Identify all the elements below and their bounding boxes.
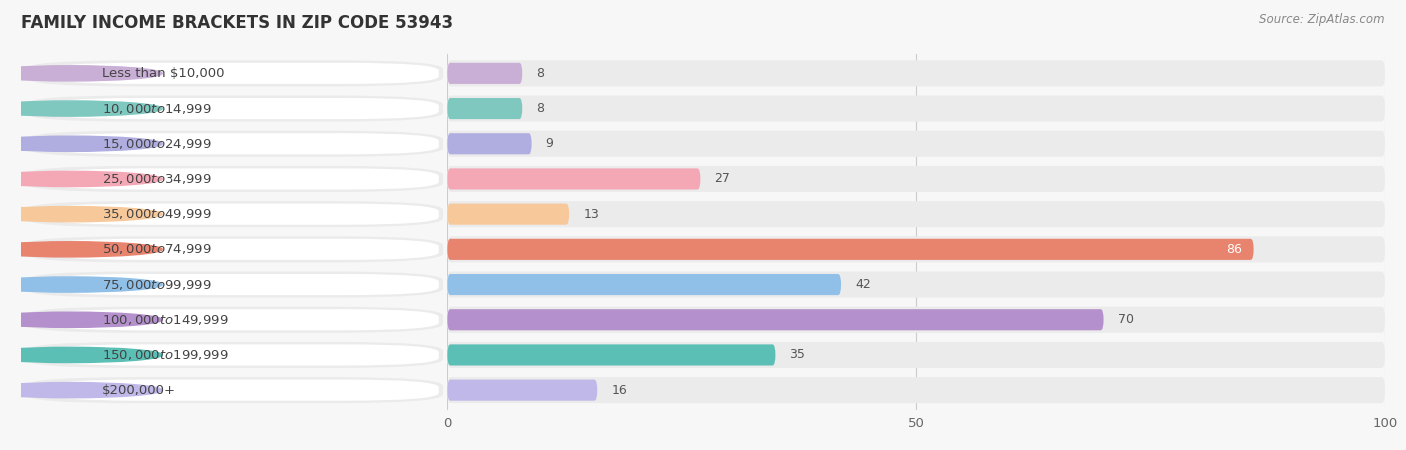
Text: $35,000 to $49,999: $35,000 to $49,999 (103, 207, 212, 221)
FancyBboxPatch shape (447, 201, 1385, 227)
FancyBboxPatch shape (46, 203, 439, 225)
Text: 35: 35 (790, 348, 806, 361)
FancyBboxPatch shape (25, 307, 443, 333)
Text: FAMILY INCOME BRACKETS IN ZIP CODE 53943: FAMILY INCOME BRACKETS IN ZIP CODE 53943 (21, 14, 453, 32)
FancyBboxPatch shape (46, 98, 439, 119)
Text: Source: ZipAtlas.com: Source: ZipAtlas.com (1260, 14, 1385, 27)
Circle shape (0, 277, 162, 292)
Circle shape (0, 101, 162, 116)
Text: $15,000 to $24,999: $15,000 to $24,999 (103, 137, 212, 151)
FancyBboxPatch shape (25, 342, 443, 368)
Text: $50,000 to $74,999: $50,000 to $74,999 (103, 243, 212, 256)
FancyBboxPatch shape (25, 271, 443, 297)
FancyBboxPatch shape (447, 133, 531, 154)
FancyBboxPatch shape (46, 168, 439, 189)
Text: $200,000+: $200,000+ (103, 384, 176, 396)
FancyBboxPatch shape (25, 95, 443, 122)
FancyBboxPatch shape (447, 98, 522, 119)
FancyBboxPatch shape (447, 63, 522, 84)
FancyBboxPatch shape (46, 133, 439, 154)
Text: 9: 9 (546, 137, 554, 150)
Text: $100,000 to $149,999: $100,000 to $149,999 (103, 313, 229, 327)
Text: 13: 13 (583, 207, 599, 220)
FancyBboxPatch shape (447, 95, 1385, 122)
FancyBboxPatch shape (447, 60, 1385, 86)
Text: 16: 16 (612, 384, 627, 396)
FancyBboxPatch shape (25, 131, 443, 157)
Text: $25,000 to $34,999: $25,000 to $34,999 (103, 172, 212, 186)
Circle shape (0, 207, 162, 222)
FancyBboxPatch shape (25, 201, 443, 227)
Circle shape (0, 347, 162, 363)
FancyBboxPatch shape (447, 274, 841, 295)
FancyBboxPatch shape (447, 166, 1385, 192)
Text: 70: 70 (1118, 313, 1133, 326)
Circle shape (0, 312, 162, 327)
FancyBboxPatch shape (46, 344, 439, 365)
Text: 8: 8 (536, 67, 544, 80)
Circle shape (0, 66, 162, 81)
FancyBboxPatch shape (447, 271, 1385, 297)
FancyBboxPatch shape (46, 380, 439, 400)
Text: Less than $10,000: Less than $10,000 (103, 67, 225, 80)
Circle shape (0, 382, 162, 398)
FancyBboxPatch shape (25, 166, 443, 192)
FancyBboxPatch shape (447, 168, 700, 189)
FancyBboxPatch shape (447, 307, 1385, 333)
FancyBboxPatch shape (447, 239, 1254, 260)
FancyBboxPatch shape (447, 309, 1104, 330)
FancyBboxPatch shape (447, 377, 1385, 403)
Text: 42: 42 (855, 278, 870, 291)
Circle shape (0, 242, 162, 257)
FancyBboxPatch shape (447, 380, 598, 400)
Text: 86: 86 (1226, 243, 1243, 256)
FancyBboxPatch shape (447, 203, 569, 225)
FancyBboxPatch shape (447, 236, 1385, 262)
FancyBboxPatch shape (25, 377, 443, 403)
FancyBboxPatch shape (46, 274, 439, 295)
Circle shape (0, 171, 162, 187)
FancyBboxPatch shape (447, 131, 1385, 157)
FancyBboxPatch shape (25, 236, 443, 262)
FancyBboxPatch shape (46, 239, 439, 260)
FancyBboxPatch shape (46, 63, 439, 84)
Text: $10,000 to $14,999: $10,000 to $14,999 (103, 102, 212, 116)
FancyBboxPatch shape (25, 60, 443, 86)
Text: $75,000 to $99,999: $75,000 to $99,999 (103, 278, 212, 292)
Text: 27: 27 (714, 172, 730, 185)
Circle shape (0, 136, 162, 151)
FancyBboxPatch shape (447, 342, 1385, 368)
Text: 8: 8 (536, 102, 544, 115)
FancyBboxPatch shape (46, 309, 439, 330)
Text: $150,000 to $199,999: $150,000 to $199,999 (103, 348, 229, 362)
FancyBboxPatch shape (447, 344, 776, 365)
